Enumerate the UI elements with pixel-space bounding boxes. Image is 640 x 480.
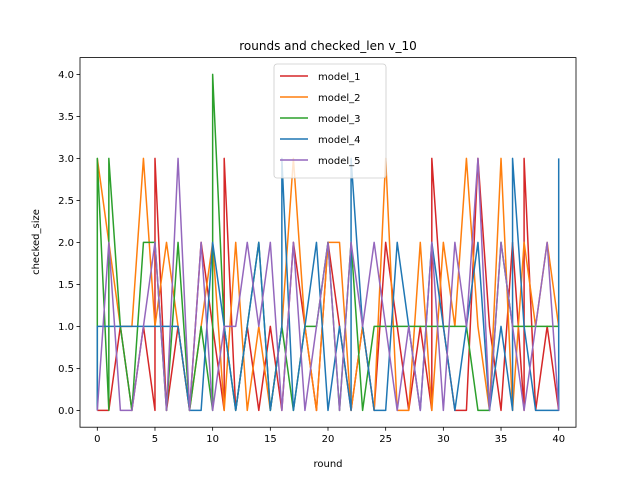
y-tick-label: 2.0 <box>58 238 74 249</box>
y-tick-label: 1.0 <box>58 322 74 333</box>
y-tick-label: 1.5 <box>58 280 74 291</box>
series-line-model_2 <box>96 157 560 412</box>
series-line-model_1 <box>97 157 560 412</box>
x-tick-label: 20 <box>322 434 335 445</box>
y-tick-label: 0.0 <box>58 406 74 417</box>
x-tick-label: 35 <box>495 434 508 445</box>
x-tick-label: 15 <box>264 434 277 445</box>
legend-items: model_1 model_2 model_3 model_4 model_5 <box>280 72 361 167</box>
chart-title: rounds and checked_len v_10 <box>239 39 417 53</box>
legend-label-model_4: model_4 <box>318 135 361 146</box>
x-axis-label: round <box>313 459 342 470</box>
y-tick-label: 0.5 <box>58 364 74 375</box>
legend-label-model_5: model_5 <box>318 156 361 167</box>
x-tick-label: 40 <box>552 434 565 445</box>
legend-label-model_1: model_1 <box>318 72 361 83</box>
y-axis-label: checked_size <box>31 209 42 275</box>
series-line-model_5 <box>96 157 560 412</box>
x-tick-label: 30 <box>437 434 450 445</box>
y-tick-label: 2.5 <box>58 196 74 207</box>
y-ticks: 0.0 0.5 1.0 1.5 2.0 2.5 3.0 3.5 4.0 <box>58 70 80 417</box>
series-layer <box>96 73 560 412</box>
legend: model_1 model_2 model_3 model_4 model_5 <box>273 63 387 179</box>
y-tick-label: 3.5 <box>58 112 74 123</box>
legend-label-model_3: model_3 <box>318 114 361 125</box>
y-tick-label: 3.0 <box>58 154 74 165</box>
y-tick-label: 4.0 <box>58 70 74 81</box>
legend-frame <box>273 63 387 179</box>
x-tick-label: 25 <box>379 434 392 445</box>
x-ticks: 0 5 10 15 20 25 30 35 40 <box>94 427 565 445</box>
x-tick-label: 10 <box>206 434 219 445</box>
series-line-model_4 <box>96 157 560 412</box>
x-tick-label: 5 <box>152 434 158 445</box>
x-tick-label: 0 <box>94 434 100 445</box>
legend-label-model_2: model_2 <box>318 93 361 104</box>
